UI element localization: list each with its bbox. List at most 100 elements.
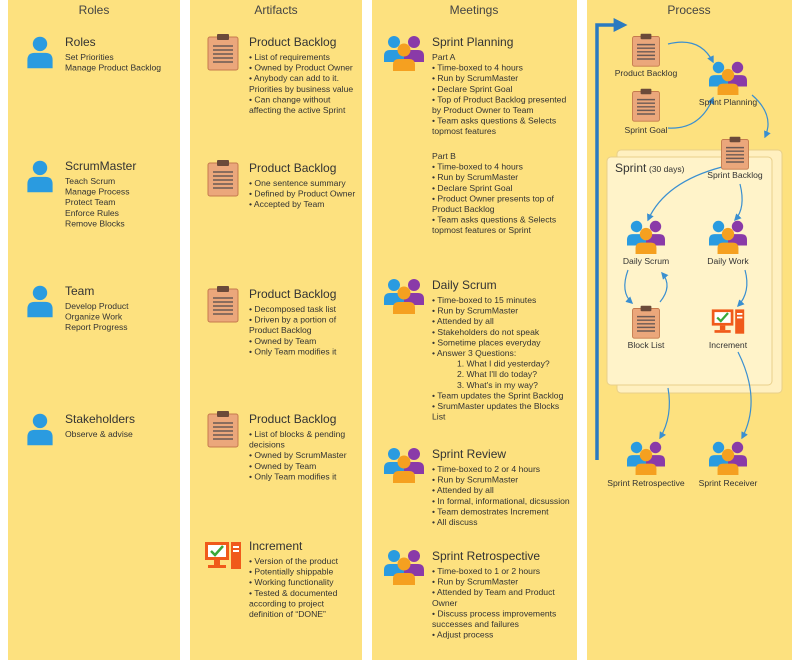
artifact-line: • Driven by a portion of (249, 315, 337, 325)
meeting-line: topmost features (432, 126, 496, 136)
icon-clip (631, 305, 661, 339)
meeting-title: Sprint Review (432, 447, 506, 461)
meeting-line: • Answer 3 Questions: (432, 348, 516, 358)
column-heading: Roles (79, 3, 110, 17)
meeting-line: • Adjust process (432, 630, 493, 640)
artifact-title: Product Backlog (249, 161, 336, 175)
icon-clip (207, 159, 239, 197)
artifact-line: • Only Team modifies it (249, 346, 337, 356)
process-label: Sprint Goal (625, 125, 668, 135)
process-label: Increment (709, 340, 748, 350)
role-line: Teach Scrum (65, 176, 115, 186)
artifact-line: • Accepted by Team (249, 199, 324, 209)
artifact-line: • Tested & documented (249, 588, 338, 598)
meeting-line: • Sometime places everyday (432, 337, 541, 347)
process-label: Daily Work (707, 256, 749, 266)
artifact-line: • Anybody can add to it. (249, 73, 339, 83)
artifact-line: • Owned by Team (249, 336, 316, 346)
meeting-line: • Attended by all (432, 316, 494, 326)
icon-clip (631, 33, 661, 67)
process-label: Sprint Retrospective (607, 478, 685, 488)
column-heading: Artifacts (254, 3, 297, 17)
artifact-line: • Owned by ScrumMaster (249, 450, 347, 460)
meeting-line: topmost features or Sprint (432, 225, 531, 235)
artifact-title: Product Backlog (249, 287, 336, 301)
artifact-line: • Decomposed task list (249, 304, 337, 314)
meeting-title: Sprint Planning (432, 35, 513, 49)
meetings-column (372, 0, 577, 660)
column-heading: Process (667, 3, 710, 17)
role-line: Develop Product (65, 301, 129, 311)
process-label: Sprint Receiver (699, 478, 758, 488)
icon-clip (207, 33, 239, 71)
sprint-duration: (30 days) (649, 164, 685, 174)
meeting-line: • Run by ScrumMaster (432, 172, 518, 182)
icon-clip (207, 285, 239, 323)
role-title: Team (65, 284, 94, 298)
meeting-line: • Time-boxed to 15 minutes (432, 295, 536, 305)
meeting-line: List (432, 412, 446, 422)
role-line: Observe & advise (65, 429, 133, 439)
question-line: 3. What's in my way? (457, 380, 538, 390)
column-heading: Meetings (450, 3, 499, 17)
meeting-line: successes and failures (432, 619, 519, 629)
artifact-line: Product Backlog (249, 325, 312, 335)
artifact-line: affecting the active Sprint (249, 105, 346, 115)
meeting-line: • SrumMaster updates the Blocks (432, 401, 559, 411)
icon-clip (207, 410, 239, 448)
meeting-title: Sprint Retrospective (432, 549, 540, 563)
meeting-line: • Run by ScrumMaster (432, 577, 518, 587)
sprint-label: Sprint (615, 161, 647, 175)
artifact-line: definition of “DONE” (249, 609, 326, 619)
role-line: Enforce Rules (65, 208, 119, 218)
role-line: Manage Process (65, 187, 130, 197)
artifact-line: Priorities by business value (249, 84, 353, 94)
question-line: 1. What I did yesterday? (457, 359, 550, 369)
artifact-line: • Can change without (249, 94, 331, 104)
cycle-arrow (595, 18, 628, 460)
role-line: Set Priorities (65, 52, 114, 62)
flow-arrows (624, 41, 771, 440)
icon-clip (631, 88, 661, 122)
meeting-line: • Time-boxed to 4 hours (432, 63, 523, 73)
artifact-line: • One sentence summary (249, 178, 346, 188)
role-title: ScrumMaster (65, 159, 136, 173)
meeting-line: • Team asks questions & Selects (432, 116, 556, 126)
meeting-line: • All discuss (432, 517, 478, 527)
meeting-title: Daily Scrum (432, 278, 497, 292)
meeting-line: • Stakeholders do not speak (432, 327, 540, 337)
meeting-line: • Run by ScrumMaster (432, 306, 518, 316)
role-line: Organize Work (65, 312, 123, 322)
role-line: Remove Blocks (65, 218, 125, 228)
meeting-line: • Attended by all (432, 485, 494, 495)
meeting-line: • Time-boxed to 1 or 2 hours (432, 566, 540, 576)
meeting-line: • Team demostrates Increment (432, 506, 549, 516)
process-label: Sprint Planning (699, 97, 758, 107)
process-label: Sprint Backlog (707, 170, 763, 180)
part-label: Part A (432, 52, 456, 62)
meeting-line: • Top of Product Backlog presented (432, 94, 566, 104)
artifact-line: • Owned by Team (249, 461, 316, 471)
meeting-line: • Attended by Team and Product (432, 587, 555, 597)
artifact-title: Product Backlog (249, 35, 336, 49)
meeting-line: • Declare Sprint Goal (432, 84, 512, 94)
question-line: 2. What I'll do today? (457, 369, 537, 379)
role-line: Report Progress (65, 322, 128, 332)
artifact-line: according to project (249, 598, 325, 608)
role-line: Manage Product Backlog (65, 63, 161, 73)
artifact-line: • Potentially shippable (249, 567, 333, 577)
artifact-line: • List of requirements (249, 52, 330, 62)
artifact-line: • List of blocks & pending (249, 429, 345, 439)
process-label: Block List (628, 340, 665, 350)
meeting-line: • Discuss process improvements (432, 608, 556, 618)
meeting-line: • Time-boxed to 4 hours (432, 162, 523, 172)
artifact-line: • Owned by Product Owner (249, 63, 353, 73)
meeting-line: • Run by ScrumMaster (432, 475, 518, 485)
meeting-line: Owner (432, 598, 457, 608)
artifact-line: • Only Team modifies it (249, 471, 337, 481)
role-line: Protect Team (65, 197, 115, 207)
icon-clip (720, 136, 750, 170)
artifact-line: • Defined by Product Owner (249, 189, 355, 199)
artifact-title: Product Backlog (249, 412, 336, 426)
